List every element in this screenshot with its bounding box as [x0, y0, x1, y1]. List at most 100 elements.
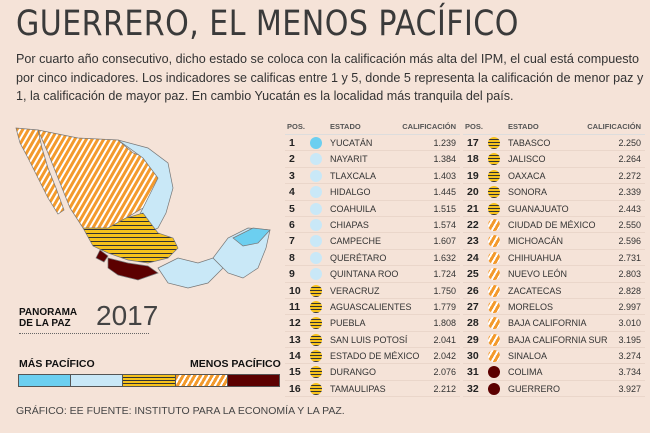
row-score: 3.195	[618, 334, 641, 345]
header-pos: POS.	[287, 122, 305, 131]
row-score: 1.384	[433, 154, 456, 165]
table-row: 30 SINALOA 3.274	[463, 348, 645, 365]
row-position: 6	[289, 218, 295, 231]
row-score: 1.574	[433, 219, 456, 230]
row-position: 8	[289, 251, 295, 264]
row-score: 2.596	[618, 236, 641, 247]
table-header: POS. ESTADO CALIFICACIÓN	[285, 120, 460, 135]
table-row: 29 BAJA CALIFORNIA SUR 3.195	[463, 332, 645, 349]
legend-least-peaceful: MENOS PACÍFICO	[190, 358, 281, 370]
category-dot-icon	[488, 251, 500, 264]
category-dot-icon	[310, 169, 322, 182]
category-dot-icon	[488, 153, 500, 166]
map-center	[82, 212, 179, 264]
category-dot-icon	[310, 284, 322, 297]
row-score: 1.515	[433, 203, 456, 214]
row-score: 2.550	[618, 219, 641, 230]
row-state: COAHUILA	[330, 203, 377, 214]
row-position: 13	[289, 333, 301, 346]
row-score: 3.734	[618, 367, 641, 378]
row-state: MORELOS	[508, 301, 554, 312]
row-position: 17	[467, 137, 479, 149]
row-score: 2.041	[433, 334, 456, 345]
row-score: 2.264	[618, 154, 641, 165]
row-state: HIDALGO	[330, 187, 371, 198]
panorama-line2: DE LA PAZ	[19, 318, 71, 329]
table-row: 21 GUANAJUATO 2.443	[463, 201, 645, 217]
table-row: 7 CAMPECHE 1.607	[285, 233, 460, 250]
row-state: OAXACA	[508, 170, 546, 181]
row-state: AGUASCALIENTES	[330, 301, 412, 312]
row-state: SONORA	[508, 187, 548, 198]
row-state: GUANAJUATO	[508, 203, 569, 214]
row-state: CAMPECHE	[330, 236, 382, 247]
row-score: 2.272	[618, 170, 641, 181]
panorama-label: PANORAMA DE LA PAZ	[19, 307, 77, 329]
panorama-line1: PANORAMA	[19, 307, 78, 318]
map-colima	[95, 249, 109, 263]
row-score: 2.042	[433, 351, 456, 362]
mexico-map	[15, 127, 271, 289]
year-label: 2017	[96, 300, 159, 331]
row-state: BAJA CALIFORNIA	[508, 318, 587, 329]
row-state: CIUDAD DE MÉXICO	[508, 219, 596, 230]
legend-swatch-4	[175, 375, 228, 386]
row-score: 1.239	[433, 138, 456, 148]
table-row: 16 TAMAULIPAS 2.212	[285, 381, 460, 398]
row-score: 1.445	[433, 187, 456, 198]
table-row: 24 CHIHUAHUA 2.731	[463, 250, 645, 267]
row-state: QUINTANA ROO	[330, 269, 399, 280]
category-dot-icon	[488, 300, 500, 313]
table-row: 31 COLIMA 3.734	[463, 364, 645, 381]
table-header: POS. ESTADO CALIFICACIÓN	[463, 120, 645, 135]
table-row: 22 CIUDAD DE MÉXICO 2.550	[463, 217, 645, 234]
category-dot-icon	[488, 169, 500, 182]
row-state: COLIMA	[508, 367, 543, 378]
row-position: 18	[467, 153, 479, 166]
map-south	[157, 257, 224, 289]
row-state: PUEBLA	[330, 318, 366, 329]
row-score: 1.403	[433, 170, 456, 181]
row-position: 29	[467, 333, 479, 346]
row-position: 26	[467, 284, 479, 297]
row-position: 20	[467, 186, 479, 199]
header-state: ESTADO	[508, 122, 539, 131]
category-dot-icon	[488, 218, 500, 231]
row-position: 32	[467, 382, 479, 395]
table-row: 20 SONORA 2.339	[463, 184, 645, 201]
row-state: BAJA CALIFORNIA SUR	[508, 334, 608, 345]
row-position: 10	[289, 284, 301, 297]
row-score: 3.010	[618, 318, 641, 329]
row-position: 3	[289, 169, 295, 182]
table-row: 17 TABASCO 2.250	[463, 135, 645, 152]
row-state: CHIHUAHUA	[508, 252, 562, 263]
map-baja-california	[15, 127, 65, 215]
row-score: 1.724	[433, 269, 456, 280]
row-position: 14	[289, 350, 301, 363]
row-position: 28	[467, 317, 479, 330]
header-score: CALIFICACIÓN	[587, 122, 641, 131]
row-state: TAMAULIPAS	[330, 383, 386, 394]
category-dot-icon	[488, 317, 500, 330]
table-row: 28 BAJA CALIFORNIA 3.010	[463, 315, 645, 332]
category-dot-icon	[488, 137, 500, 149]
table-row: 5 COAHUILA 1.515	[285, 201, 460, 217]
category-dot-icon	[310, 317, 322, 330]
category-dot-icon	[310, 251, 322, 264]
table-row: 23 MICHOACÁN 2.596	[463, 233, 645, 250]
category-dot-icon	[488, 284, 500, 297]
category-dot-icon	[310, 202, 322, 215]
category-dot-icon	[310, 333, 322, 346]
legend-bar	[18, 374, 280, 387]
row-state: ZACATECAS	[508, 285, 562, 296]
table-row: 14 ESTADO DE MÉXICO 2.042	[285, 348, 460, 365]
row-position: 12	[289, 317, 301, 330]
row-position: 19	[467, 169, 479, 182]
row-position: 27	[467, 300, 479, 313]
table-row: 26 ZACATECAS 2.828	[463, 283, 645, 299]
category-dot-icon	[310, 218, 322, 231]
row-score: 2.828	[618, 285, 641, 296]
row-state: DURANGO	[330, 367, 377, 378]
row-score: 1.750	[433, 285, 456, 296]
row-state: NUEVO LEÓN	[508, 269, 568, 280]
